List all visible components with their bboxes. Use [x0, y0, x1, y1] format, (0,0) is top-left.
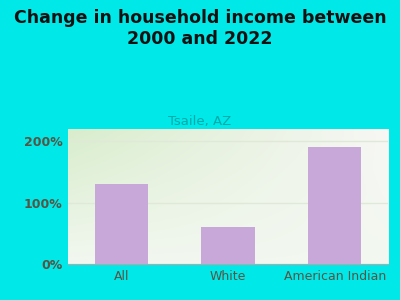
Text: Change in household income between
2000 and 2022: Change in household income between 2000 … — [14, 9, 386, 48]
Bar — [308, 147, 361, 264]
Text: Tsaile, AZ: Tsaile, AZ — [168, 116, 232, 128]
Bar — [201, 227, 255, 264]
Bar — [95, 184, 148, 264]
